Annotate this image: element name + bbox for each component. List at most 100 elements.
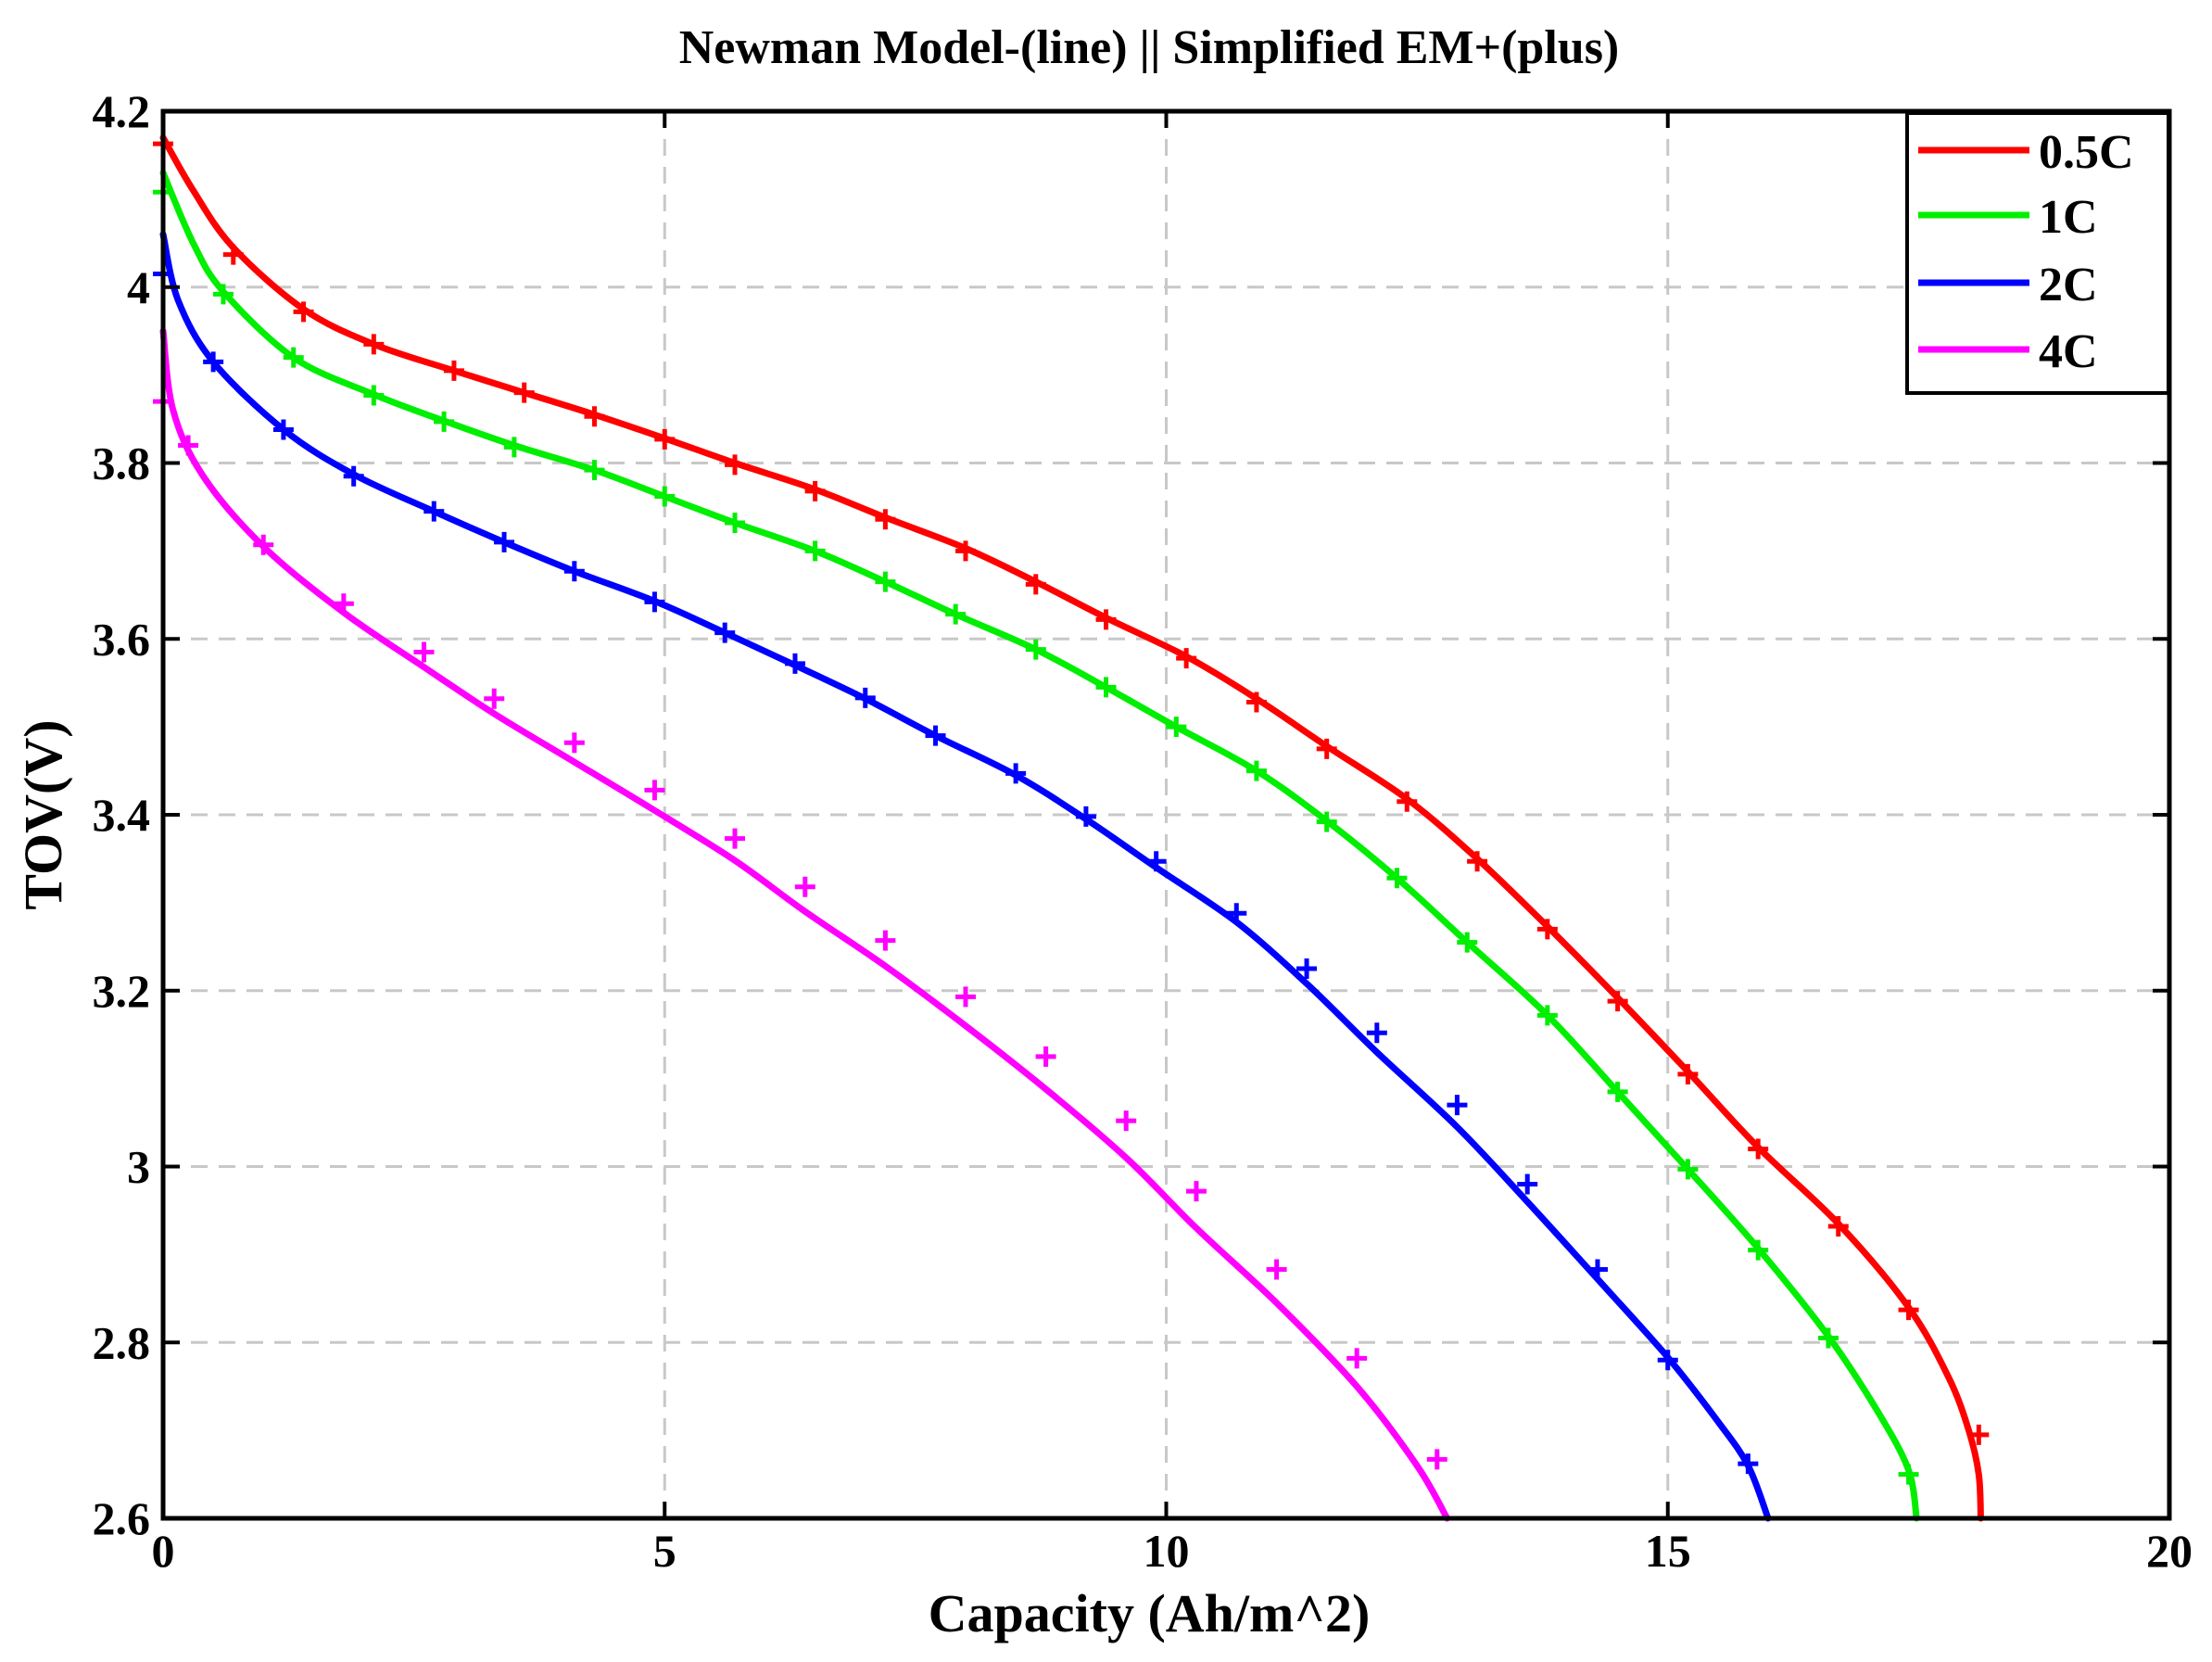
marker-0.5c <box>584 406 605 427</box>
marker-4c <box>484 688 505 709</box>
marker-0.5c <box>443 360 464 381</box>
marker-0.5c <box>654 428 676 450</box>
marker-4c <box>1116 1110 1137 1132</box>
marker-1c <box>1457 932 1478 953</box>
marker-4c <box>1346 1348 1368 1369</box>
x-tick-label: 15 <box>1645 1525 1691 1577</box>
marker-0.5c <box>1176 648 1197 669</box>
y-tick-label: 3.4 <box>93 789 151 841</box>
marker-2c <box>1657 1350 1678 1371</box>
marker-1c <box>1748 1239 1769 1261</box>
marker-1c <box>584 460 605 481</box>
marker-2c <box>644 591 665 613</box>
marker-0.5c <box>293 301 314 323</box>
legend-label-4c: 4C <box>2039 325 2098 378</box>
legend-label-1c: 1C <box>2039 191 2098 244</box>
y-tick-label: 3.6 <box>93 613 151 665</box>
marker-2c <box>423 501 445 522</box>
marker-4c <box>333 593 354 615</box>
x-tick-label: 0 <box>152 1525 175 1577</box>
marker-1c <box>654 486 676 507</box>
marker-1c <box>363 385 385 406</box>
marker-1c <box>1095 677 1117 698</box>
series-0.5c <box>153 133 1990 1522</box>
marker-2c <box>1145 851 1167 872</box>
marker-0.5c <box>1467 851 1488 872</box>
marker-0.5c <box>1095 609 1117 630</box>
x-tick-label: 10 <box>1144 1525 1190 1577</box>
marker-1c <box>875 571 896 592</box>
marker-1c <box>1025 639 1046 660</box>
marker-2c <box>203 351 224 373</box>
marker-1c <box>945 603 967 625</box>
marker-2c <box>1738 1453 1759 1475</box>
y-axis-label: TOV(V) <box>13 719 73 909</box>
marker-1c <box>1386 868 1408 889</box>
marker-1c <box>503 437 525 458</box>
series-line-1c <box>159 169 1920 1522</box>
series-line-4c <box>159 327 1451 1522</box>
marker-4c <box>1266 1259 1287 1280</box>
marker-1c <box>1536 1005 1558 1026</box>
marker-1c <box>1677 1159 1699 1180</box>
marker-0.5c <box>222 244 244 265</box>
marker-2c <box>494 531 515 552</box>
marker-2c <box>1005 763 1027 784</box>
marker-4c <box>644 780 665 801</box>
marker-1c <box>1817 1327 1839 1349</box>
marker-0.5c <box>955 540 976 562</box>
marker-4c <box>1185 1181 1207 1202</box>
series-1c <box>153 169 1920 1522</box>
marker-2c <box>854 687 876 708</box>
marker-4c <box>413 641 435 663</box>
x-axis-label: Capacity (Ah/m^2) <box>929 1583 1371 1643</box>
marker-2c <box>1226 903 1247 924</box>
chart-title: Newman Model-(line) || Simplified EM+(pl… <box>679 21 1620 74</box>
marker-2c <box>714 622 736 643</box>
marker-1c <box>434 411 455 432</box>
marker-0.5c <box>1607 991 1628 1012</box>
marker-1c <box>725 513 746 534</box>
legend: 0.5C 1C 2C 4C <box>1905 111 2170 395</box>
marker-2c <box>1447 1095 1468 1116</box>
y-tick-label: 3.8 <box>93 438 151 489</box>
marker-1c <box>1166 717 1187 738</box>
marker-0.5c <box>1397 791 1418 812</box>
marker-1c <box>1607 1081 1628 1102</box>
marker-1c <box>1245 760 1267 781</box>
marker-0.5c <box>1968 1424 1990 1445</box>
marker-0.5c <box>1748 1138 1769 1160</box>
marker-0.5c <box>1025 574 1046 595</box>
marker-4c <box>563 732 585 754</box>
marker-2c <box>1296 958 1318 980</box>
series-line-2c <box>159 231 1772 1522</box>
marker-1c <box>1898 1464 1919 1485</box>
marker-2c <box>563 561 585 582</box>
y-tick-label: 3 <box>127 1141 150 1193</box>
y-tick-label: 4 <box>127 261 150 313</box>
marker-0.5c <box>1898 1300 1919 1321</box>
marker-4c <box>253 534 274 555</box>
grid <box>163 111 2169 1518</box>
series-layer <box>153 133 1990 1522</box>
marker-2c <box>1366 1022 1387 1044</box>
marker-4c <box>178 435 199 456</box>
marker-0.5c <box>1245 691 1267 713</box>
marker-1c <box>283 347 304 368</box>
marker-4c <box>875 930 896 951</box>
marker-2c <box>1517 1174 1538 1195</box>
marker-2c <box>784 653 805 674</box>
marker-0.5c <box>1677 1063 1699 1085</box>
marker-0.5c <box>1536 919 1558 940</box>
marker-0.5c <box>1827 1216 1849 1237</box>
legend-label-2c: 2C <box>2039 259 2098 311</box>
marker-1c <box>804 540 826 562</box>
y-tick-label: 3.2 <box>93 965 151 1017</box>
marker-2c <box>1586 1259 1608 1280</box>
marker-2c <box>925 725 946 746</box>
marker-0.5c <box>363 334 385 355</box>
legend-label-0.5c: 0.5C <box>2039 126 2134 179</box>
marker-4c <box>1035 1046 1056 1067</box>
marker-0.5c <box>1316 738 1337 759</box>
